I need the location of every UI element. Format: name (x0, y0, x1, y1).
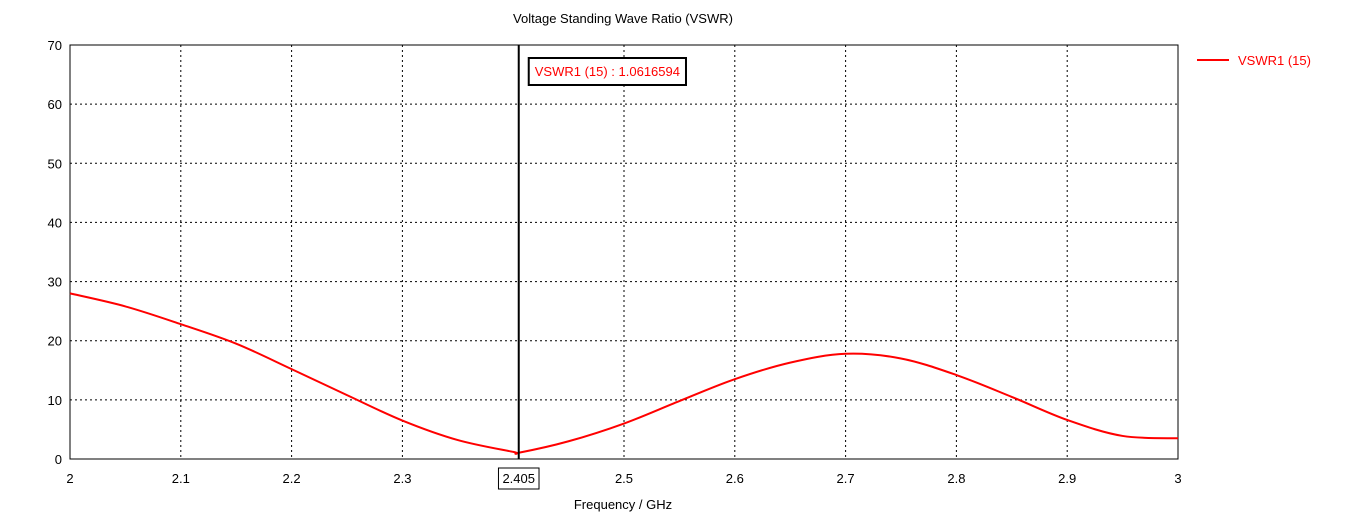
x-axis-label: Frequency / GHz (574, 497, 672, 512)
marker-annotation-box (527, 57, 687, 86)
marker-x-label-text: 2.405 (502, 471, 535, 486)
legend[interactable]: VSWR1 (15) (1197, 53, 1311, 68)
y-tick-label: 50 (48, 156, 62, 171)
y-tick-label: 10 (48, 393, 62, 408)
series-line-vswr1 (69, 292, 1179, 455)
x-tick-label: 2.3 (393, 471, 411, 486)
plot-frame (69, 44, 1179, 460)
y-tick-label: 20 (48, 334, 62, 349)
y-tick-label: 70 (48, 38, 62, 53)
marker-annotation-text: VSWR1 (15) : 1.0616594 (535, 64, 680, 79)
y-tick-label: 60 (48, 97, 62, 112)
x-tick-label: 2.2 (283, 471, 301, 486)
x-tick-label: 2.8 (947, 471, 965, 486)
marker-x-label-box (497, 467, 540, 490)
x-tick-label: 3 (1174, 471, 1181, 486)
x-tick-label: 2.9 (1058, 471, 1076, 486)
y-tick-label: 30 (48, 275, 62, 290)
x-tick-label: 2 (66, 471, 73, 486)
x-tick-label: 2.6 (726, 471, 744, 486)
x-tick-label: 2.5 (615, 471, 633, 486)
marker-annotation[interactable]: VSWR1 (15) : 1.0616594 (527, 57, 687, 86)
marker-x-label: 2.405 (497, 467, 540, 490)
x-tick-label: 2.7 (837, 471, 855, 486)
legend-label-vswr1: VSWR1 (15) (1238, 53, 1311, 68)
grid-lines (70, 45, 1178, 459)
x-tick-label: 2.1 (172, 471, 190, 486)
x-axis-ticks: 2 2.1 2.2 2.3 2.5 2.6 2.7 2.8 2.9 3 (66, 471, 1181, 486)
y-tick-label: 0 (55, 452, 62, 467)
chart-title: Voltage Standing Wave Ratio (VSWR) (513, 11, 733, 26)
y-tick-label: 40 (48, 215, 62, 230)
y-axis-ticks: 0 10 20 30 40 50 60 70 (48, 38, 62, 467)
